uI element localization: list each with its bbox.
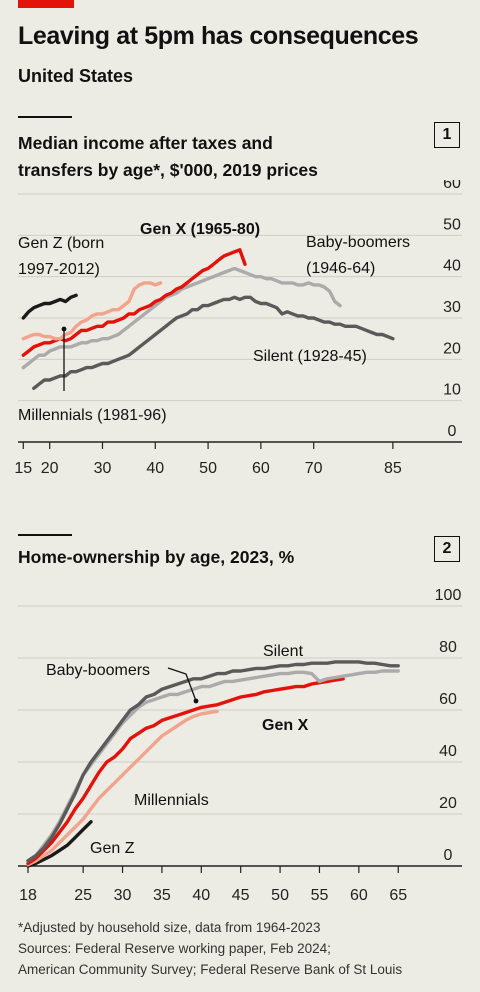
- income-y-tick-label: 50: [443, 216, 461, 233]
- homeownership-y-tick-label: 0: [444, 847, 453, 864]
- income-y-tick-label: 30: [443, 299, 461, 316]
- page-subtitle: United States: [18, 66, 134, 86]
- income-y-tick-label: 40: [443, 258, 461, 275]
- homeownership-label-millennials: Millennials: [134, 792, 209, 809]
- homeownership-x-tick-label: 65: [389, 887, 407, 904]
- income-label-gen-z: 1997-2012): [18, 261, 100, 278]
- income-x-tick-label: 15: [14, 460, 32, 477]
- homeownership-x-tick-label: 45: [232, 887, 250, 904]
- panel-1-title-line-2: transfers by age*, $'000, 2019 prices: [18, 160, 318, 180]
- homeownership-x-tick-label: 50: [271, 887, 289, 904]
- homeownership-leader-baby-boomers: [167, 667, 197, 702]
- income-label-millennials: Millennials (1981-96): [18, 407, 167, 424]
- income-label-baby-boomers: (1946-64): [306, 260, 375, 277]
- homeownership-x-tick-label: 40: [192, 887, 210, 904]
- income-label-gen-z: Gen Z (born: [18, 235, 104, 252]
- income-x-tick-label: 20: [41, 460, 59, 477]
- income-label-silent: Silent (1928-45): [253, 348, 367, 365]
- income-label-gen-x: Gen X (1965-80): [140, 221, 260, 238]
- income-label-baby-boomers: Baby-boomers: [306, 234, 410, 251]
- homeownership-x-tick-label: 18: [19, 887, 37, 904]
- homeownership-x-tick-label: 60: [350, 887, 368, 904]
- homeownership-series-gen-x: [26, 677, 345, 866]
- homeownership-x-tick-label: 55: [311, 887, 329, 904]
- income-series-gen-z: [21, 293, 78, 320]
- income-y-tick-label: 60: [443, 180, 461, 192]
- panel-2-rule: [18, 534, 72, 536]
- income-x-tick-label: 50: [199, 460, 217, 477]
- panel-2-title-line-1: Home-ownership by age, 2023, %: [18, 547, 295, 567]
- footnote-sources-continued: American Community Survey; Federal Reser…: [18, 962, 403, 977]
- panel-2-number-badge: 2: [434, 536, 460, 562]
- homeownership-series-silent: [26, 660, 400, 863]
- footnote-adjustment: *Adjusted by household size, data from 1…: [18, 920, 321, 935]
- panel-1-title-line-1: Median income after taxes and: [18, 133, 273, 153]
- homeownership-label-baby-boomers: Baby-boomers: [46, 662, 150, 679]
- homeownership-x-tick-label: 35: [153, 887, 171, 904]
- panel-1-number-badge: 1: [434, 122, 460, 148]
- homeownership-leader-dot-baby-boomers: [193, 698, 199, 704]
- income-leader-dot-millennials: [61, 326, 67, 332]
- income-series-millennials: [21, 281, 163, 341]
- homeownership-y-tick-label: 100: [435, 587, 462, 604]
- homeownership-x-tick-label: 30: [114, 887, 132, 904]
- home-ownership-chart: 0 20 40 60 80 100 18 25 30 35 40 45 50 55 60 65 Baby-boo…: [18, 587, 462, 904]
- footnotes: *Adjusted by household size, data from 1…: [18, 917, 402, 980]
- homeownership-x-tick-label: 25: [74, 887, 92, 904]
- panel-1-rule: [18, 116, 72, 118]
- income-chart: 0 10 20 30 40 50 60 15 20 30 40 50 60 70 85 Gen Z (born…: [14, 180, 462, 477]
- panel-1-title: Median income after taxes and transfers …: [18, 130, 318, 184]
- income-x-tick-label: 40: [146, 460, 164, 477]
- homeownership-y-tick-label: 80: [439, 639, 457, 656]
- income-series-silent: [32, 295, 395, 391]
- homeownership-y-tick-label: 60: [439, 691, 457, 708]
- income-y-tick-label: 0: [448, 423, 457, 440]
- income-x-tick-label: 30: [94, 460, 112, 477]
- homeownership-series-millennials: [26, 709, 219, 867]
- homeownership-label-gen-z: Gen Z: [90, 840, 135, 857]
- panel-2-title: Home-ownership by age, 2023, %: [18, 544, 294, 571]
- income-y-tick-label: 20: [443, 340, 461, 357]
- income-x-tick-label: 70: [305, 460, 323, 477]
- page-title: Leaving at 5pm has consequences: [18, 22, 419, 50]
- income-y-tick-label: 10: [443, 382, 461, 399]
- homeownership-label-silent: Silent: [263, 643, 304, 660]
- homeownership-series-gen-z: [26, 820, 93, 868]
- income-x-tick-label: 85: [384, 460, 402, 477]
- brand-red-bar: [18, 0, 74, 8]
- homeownership-y-tick-label: 40: [439, 743, 457, 760]
- homeownership-series-baby-boomers: [26, 669, 400, 863]
- income-series-baby-boomers: [21, 266, 342, 370]
- homeownership-y-tick-label: 20: [439, 795, 457, 812]
- income-x-tick-label: 60: [252, 460, 270, 477]
- footnote-sources: Sources: Federal Reserve working paper, …: [18, 941, 331, 956]
- homeownership-label-gen-x: Gen X: [262, 717, 309, 734]
